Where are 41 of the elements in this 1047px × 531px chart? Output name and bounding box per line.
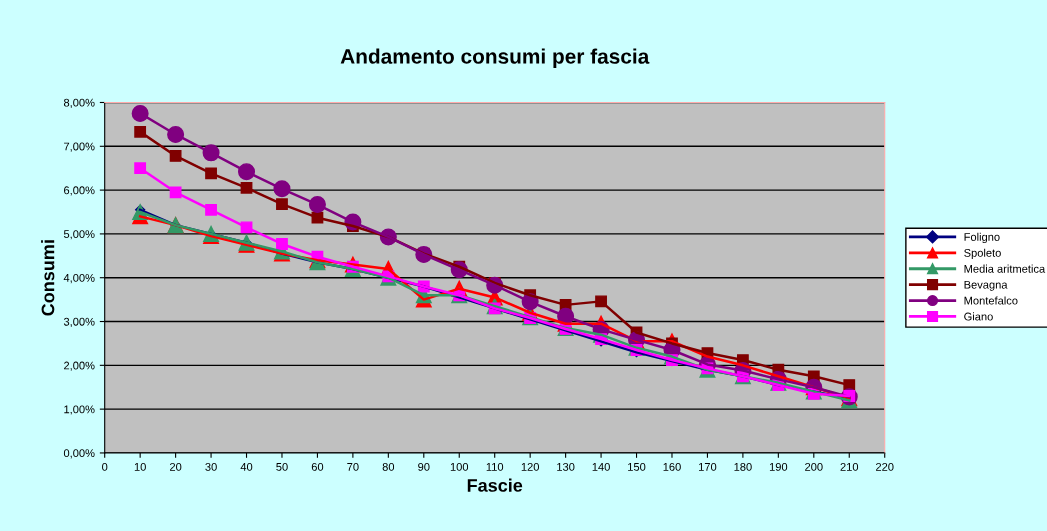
y-tick-label: 4,00% [63, 273, 95, 284]
x-tick-label: 110 [486, 462, 504, 471]
x-tick-label: 70 [347, 462, 359, 471]
x-tick-label: 40 [240, 462, 253, 471]
x-tick-label: 200 [805, 462, 823, 471]
x-tick-label: 130 [557, 462, 575, 471]
x-tick-label: 100 [450, 462, 469, 471]
chart-title: Andamento consumi per fascia [340, 48, 650, 68]
legend-label: Montefalco [964, 296, 1018, 305]
x-tick-label: 90 [418, 462, 430, 471]
x-tick-label: 140 [592, 462, 610, 471]
y-tick-label: 5,00% [63, 230, 95, 240]
x-tick-label: 190 [769, 462, 788, 471]
y-tick-label: 3,00% [63, 317, 95, 327]
x-axis-title: Fascie [467, 478, 523, 492]
x-tick-label: 80 [382, 462, 395, 471]
x-tick-label: 160 [663, 462, 681, 471]
x-tick-label: 120 [521, 462, 539, 471]
legend-label: Bevagna [964, 280, 1008, 291]
legend-label: Foligno [964, 232, 1000, 244]
legend-label: Giano [964, 312, 993, 321]
x-tick-label: 30 [205, 462, 217, 471]
legend-label: Spoleto [964, 248, 1001, 260]
x-tick-label: 180 [734, 462, 752, 471]
x-tick-label: 210 [840, 462, 859, 471]
y-tick-label: 0,00% [63, 449, 95, 459]
x-tick-label: 0 [102, 462, 108, 471]
y-tick-label: 6,00% [64, 186, 95, 196]
x-tick-label: 10 [134, 462, 146, 471]
y-tick-label: 7,00% [64, 142, 95, 152]
legend-label: Media aritmetica [964, 264, 1046, 273]
x-tick-label: 150 [628, 462, 646, 471]
x-tick-label: 170 [699, 462, 717, 471]
x-tick-label: 20 [169, 462, 182, 471]
y-tick-label: 1,00% [64, 405, 95, 415]
y-axis-title: Consumi [41, 240, 55, 316]
y-tick-label: 8,00% [63, 98, 95, 108]
x-tick-label: 50 [276, 462, 288, 471]
x-tick-label: 220 [876, 462, 894, 471]
x-tick-label: 60 [311, 462, 324, 471]
y-tick-label: 2,00% [64, 361, 95, 371]
